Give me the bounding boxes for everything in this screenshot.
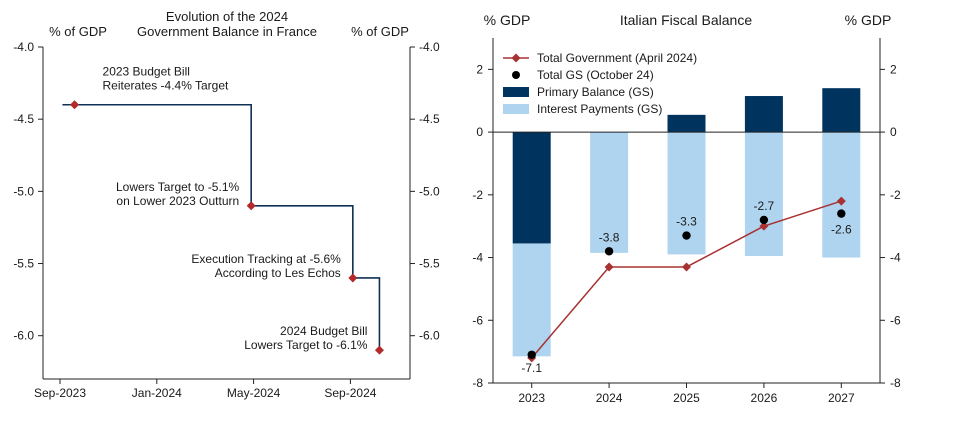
legend-swatch: [503, 104, 529, 114]
annotation-label: Reiterates -4.4% Target: [103, 79, 230, 93]
y-tick-label-right: 0: [890, 125, 897, 139]
data-label: -3.3: [676, 215, 697, 229]
x-tick-label: May-2024: [227, 386, 281, 400]
total-gs-dot: [837, 209, 846, 218]
diamond-marker: [246, 201, 256, 211]
line-marker: [836, 196, 846, 206]
italy-legend: Total Government (April 2024) Total GS (O…: [503, 51, 697, 116]
left-chart-title-line-2: Government Balance in France: [137, 24, 317, 39]
y-tick-label-left: -8: [472, 376, 483, 390]
annotation-label: Lowers Target to -6.1%: [244, 338, 368, 352]
total-gs-dot: [759, 215, 769, 225]
italy-plot-area: 2 2 0 0 -2 -2 -4 -4 -6 -6 -8 -8 2023 2024 2025 2026 2027…: [472, 38, 901, 405]
data-label: -3.8: [599, 230, 620, 244]
y-tick-label-left: -6.0: [13, 329, 34, 343]
x-tick-label: Sep-2023: [34, 386, 86, 400]
interest-bar: [744, 132, 783, 256]
left-chart-title-line-1: Evolution of the 2024: [166, 9, 288, 24]
y-tick-label-left: -6: [472, 313, 483, 327]
y-tick-label-left: -4.5: [13, 112, 34, 126]
y-tick-label-right: -8: [890, 376, 901, 390]
total-gs-dot: [682, 231, 691, 240]
primary-bar: [744, 96, 783, 133]
interest-bar: [590, 132, 629, 253]
y-tick-label-left: -4: [472, 251, 483, 265]
diamond-marker: [374, 345, 384, 355]
legend-label: Interest Payments (GS): [537, 102, 662, 116]
interest-bar: [822, 132, 861, 258]
y-tick-label-right: -5.0: [419, 184, 440, 198]
y-tick-label-right: -4: [890, 251, 901, 265]
legend-label: Primary Balance (GS): [537, 85, 654, 99]
france-balance-chart: Evolution of the 2024 Government Balance…: [13, 9, 440, 400]
annotation-label: 2024 Budget Bill: [280, 324, 367, 338]
diamond-marker: [348, 273, 358, 283]
y-tick-label-right: -2: [890, 188, 901, 202]
y-tick-label-right: -4.0: [419, 40, 440, 54]
line-marker: [759, 221, 769, 231]
step-line: [62, 103, 381, 351]
interest-bar: [512, 243, 551, 357]
x-tick-label: 2025: [673, 391, 700, 405]
y-tick-label-right: -4.5: [419, 112, 440, 126]
right-chart-left-axis-label: % GDP: [484, 12, 531, 28]
italy-fiscal-chart: Italian Fiscal Balance % GDP % GDP 2 2 0 0 -…: [472, 12, 901, 405]
y-tick-label-right: -6.0: [419, 329, 440, 343]
legend-dot-symbol: [512, 71, 520, 79]
legend-label: Total GS (October 24): [537, 68, 654, 82]
annotation-label: 2023 Budget Bill: [103, 65, 190, 79]
y-tick-label-left: -5.0: [13, 184, 34, 198]
data-label: -2.6: [831, 223, 852, 237]
annotation-label: Execution Tracking at -5.6%: [191, 252, 341, 266]
y-tick-label-right: -5.5: [419, 257, 440, 271]
x-tick-label: 2024: [596, 391, 623, 405]
annotation-label: Lowers Target to -5.1%: [116, 180, 240, 194]
left-chart-right-axis-label: % of GDP: [351, 24, 409, 39]
y-tick-label-left: 2: [476, 62, 483, 76]
primary-bar: [512, 132, 551, 244]
left-chart-left-axis-label: % of GDP: [49, 24, 107, 39]
primary-bar: [667, 114, 706, 133]
data-label: -2.7: [754, 199, 775, 213]
right-chart-right-axis-label: % GDP: [845, 12, 892, 28]
x-tick-label: 2026: [751, 391, 778, 405]
legend-swatch: [503, 87, 529, 97]
y-tick-label-left: -4.0: [13, 40, 34, 54]
total-gs-dot: [527, 350, 536, 359]
primary-bar: [822, 88, 861, 133]
annotation-label: According to Les Echos: [215, 266, 341, 280]
legend-diamond-symbol: [511, 53, 521, 63]
x-tick-label: 2027: [828, 391, 855, 405]
y-tick-label-left: -5.5: [13, 257, 34, 271]
y-tick-label-right: 2: [890, 62, 897, 76]
line-marker: [604, 262, 614, 272]
y-tick-label-right: -6: [890, 313, 901, 327]
right-chart-title: Italian Fiscal Balance: [620, 12, 753, 28]
line-marker: [682, 262, 691, 272]
annotation-label: on Lower 2023 Outturn: [116, 194, 239, 208]
y-tick-label-left: -2: [472, 188, 483, 202]
diamond-marker: [70, 100, 80, 110]
x-tick-label: Jan-2024: [132, 386, 182, 400]
y-tick-label-left: 0: [476, 125, 483, 139]
data-label: -7.1: [521, 361, 542, 375]
total-gs-dot: [604, 247, 614, 256]
legend-label: Total Government (April 2024): [537, 51, 697, 65]
france-plot-area: -4.0 -4.0 -4.5 -4.5 -5.0 -5.0 -5.5 -5.5 -6.0 -6.0…: [13, 40, 440, 400]
x-tick-label: Sep-2024: [324, 386, 376, 400]
x-tick-label: 2023: [518, 391, 545, 405]
